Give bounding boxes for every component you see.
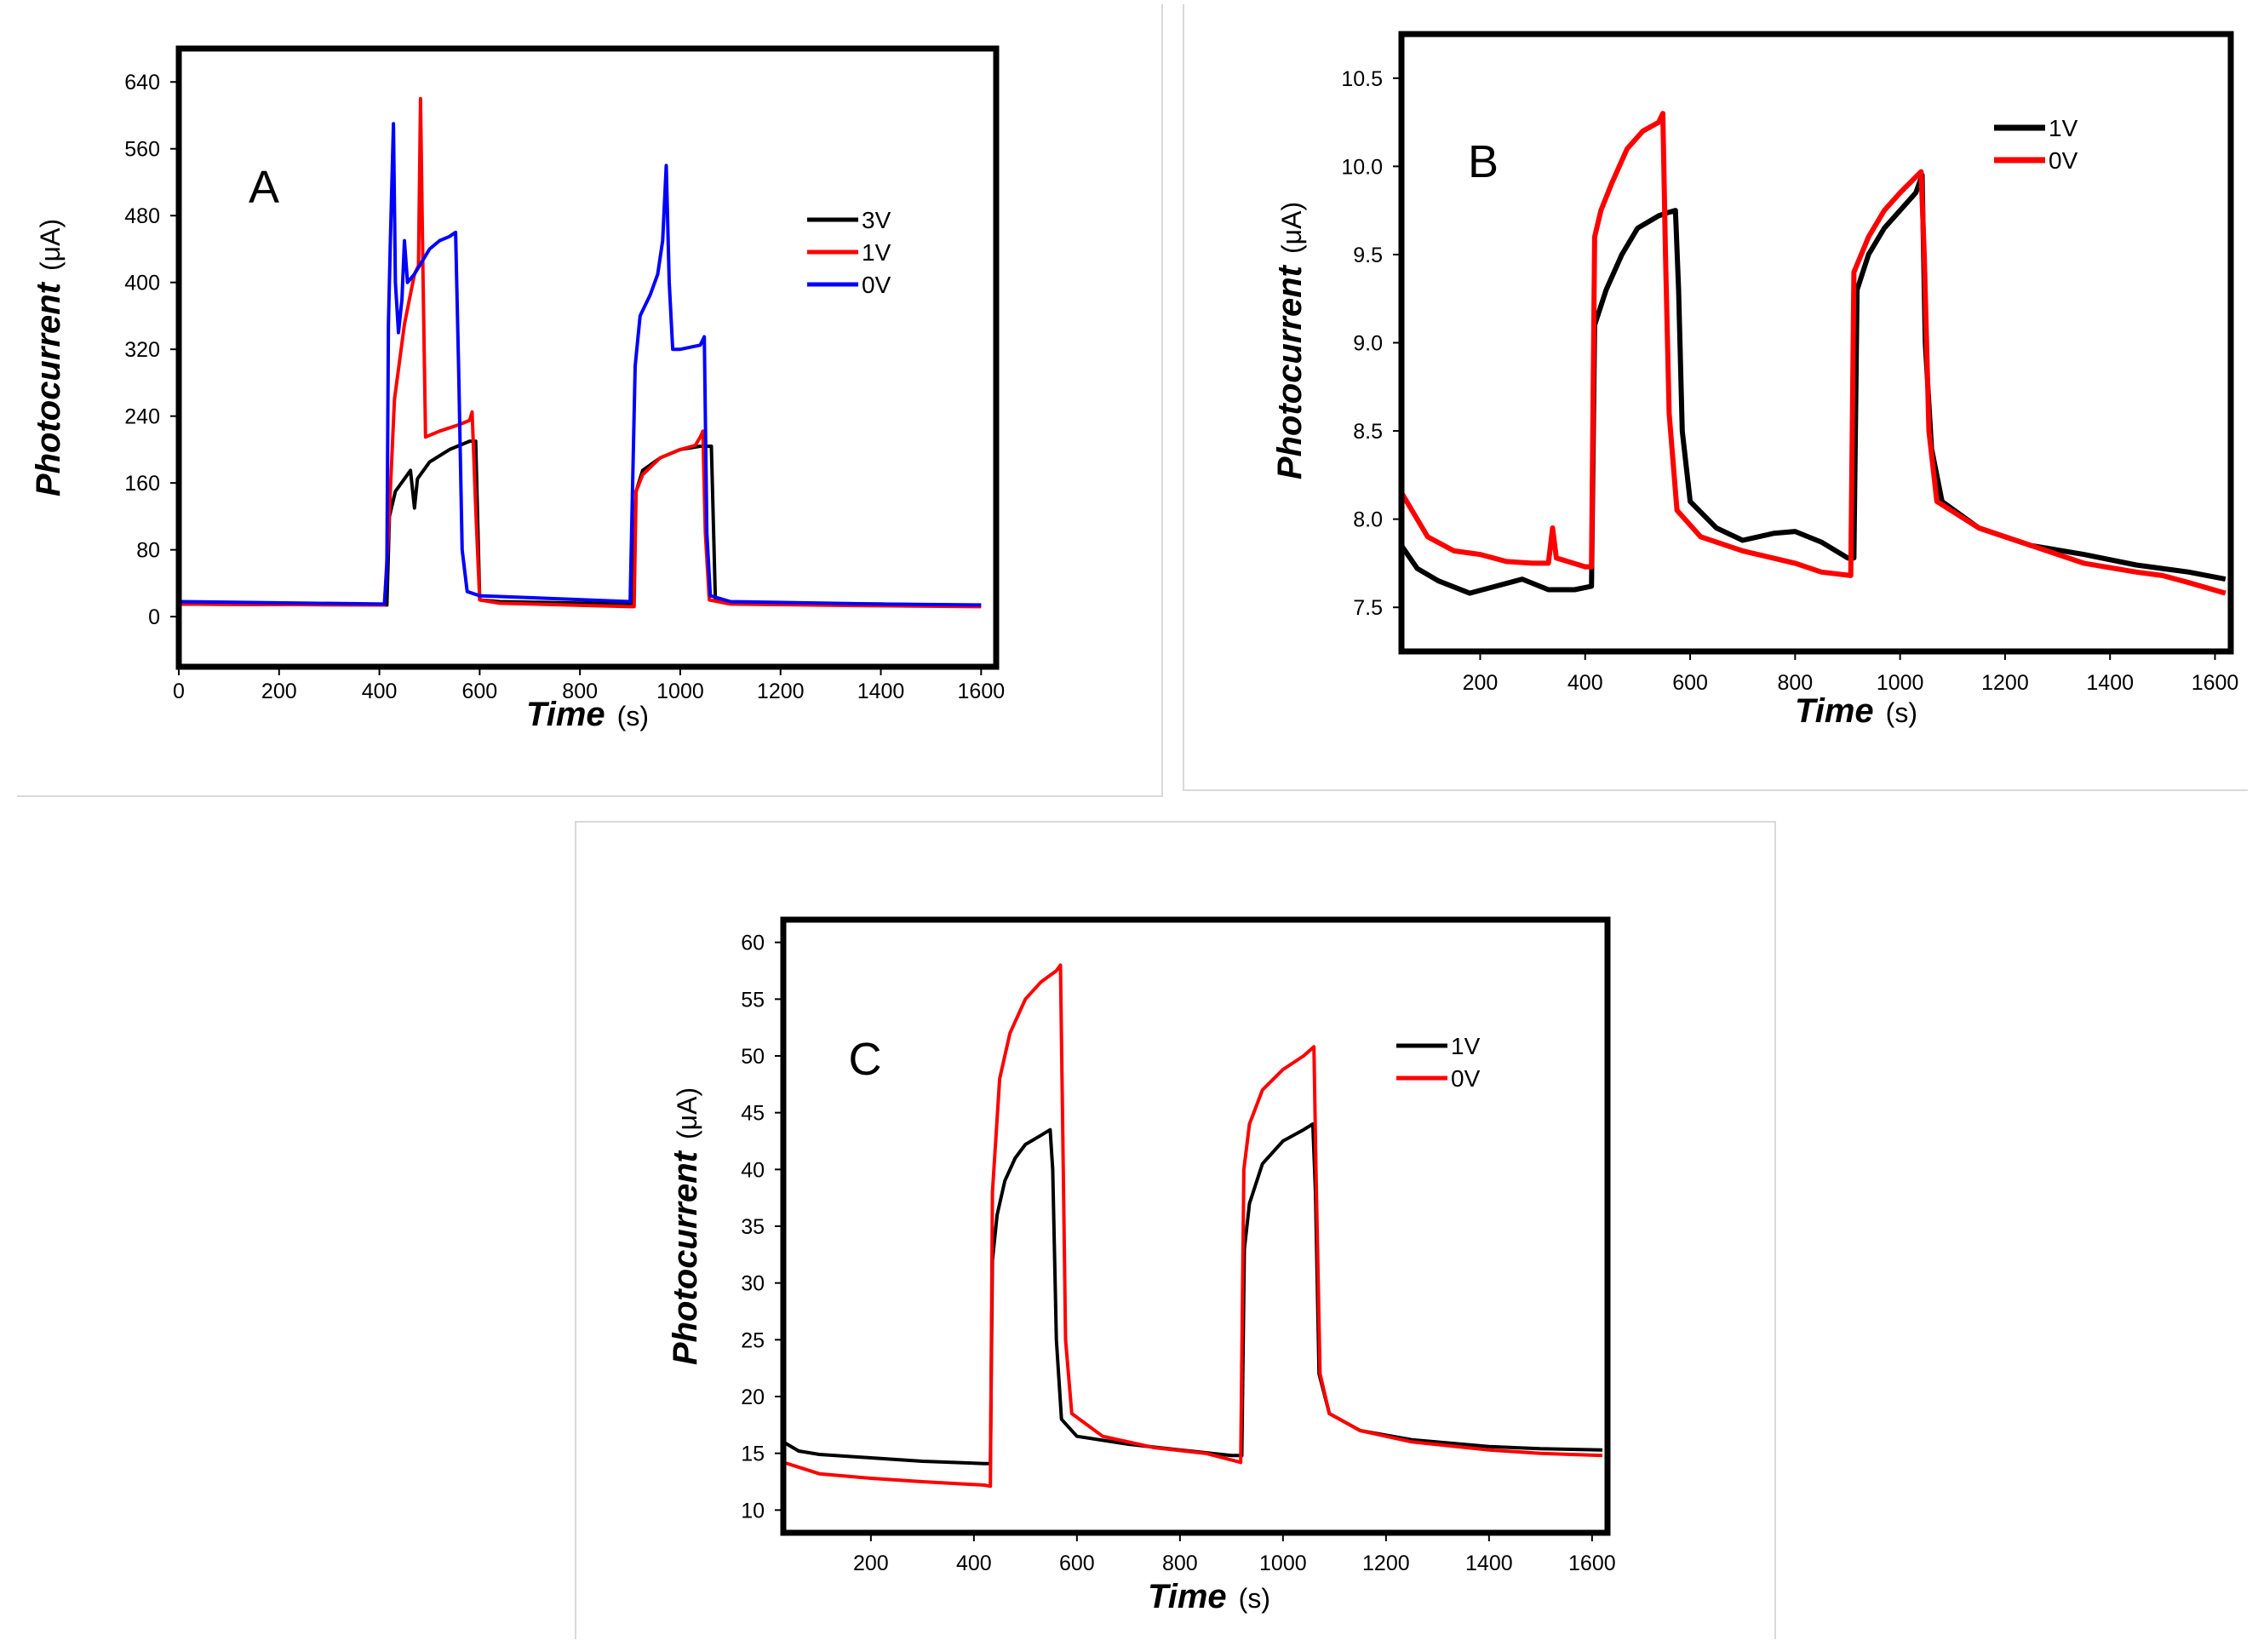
- x-axis-title: Time (s): [1795, 692, 1917, 730]
- x-tick-label: 1200: [757, 680, 805, 703]
- x-tick-label: 1400: [857, 680, 905, 703]
- plot-area-border: [780, 916, 1611, 1536]
- x-tick-label: 1200: [1981, 671, 2029, 695]
- x-axis-title: Time (s): [526, 696, 649, 733]
- y-tick-label: 10: [741, 1499, 765, 1523]
- y-tick-label: 10.5: [1341, 67, 1383, 91]
- panel-a: 0 200 400 600 800 1000 1200 1400 1600 0 80 160 240 32…: [30, 45, 1006, 733]
- y-tick-label: 25: [741, 1328, 765, 1352]
- x-tick-label: 1000: [1259, 1552, 1307, 1575]
- legend-entry: 1V: [1451, 1033, 1481, 1059]
- x-tick-label: 600: [1672, 671, 1708, 695]
- series-group: [783, 963, 1603, 1489]
- y-tick-label: 40: [741, 1158, 765, 1182]
- y-tick-label: 400: [124, 272, 160, 295]
- x-tick-label: 600: [1059, 1552, 1095, 1575]
- y-tick-label: 240: [124, 405, 160, 429]
- y-tick-label: 45: [741, 1102, 765, 1126]
- panel-label: C: [849, 1034, 882, 1085]
- y-tick-label: 7.5: [1353, 596, 1383, 620]
- x-tick-label: 600: [462, 680, 498, 703]
- x-tick-label: 1600: [1568, 1552, 1616, 1575]
- series-group: [179, 96, 982, 609]
- y-tick-label: 160: [124, 472, 160, 496]
- legend-entry: 0V: [2049, 147, 2078, 174]
- x-tick-label: 1200: [1362, 1552, 1410, 1575]
- panel-label: A: [249, 162, 279, 213]
- series-line-0v: [1401, 111, 2226, 596]
- panel-frames: [17, 4, 2248, 1639]
- y-tick-label: 60: [741, 932, 765, 955]
- frame-b: [1183, 4, 2248, 791]
- series-group: [1401, 111, 2226, 596]
- x-tick-label: 800: [562, 680, 598, 703]
- series-line-0v: [179, 122, 982, 607]
- y-tick-label: 8.0: [1353, 508, 1383, 532]
- panel-c: 200 400 600 800 1000 1200 1400 1600 10 15 20 25 30 35…: [667, 916, 1616, 1615]
- y-tick-label: 30: [741, 1272, 765, 1296]
- y-tick-label: 35: [741, 1215, 765, 1239]
- y-tick-label: 560: [124, 138, 160, 162]
- x-tick-label: 1400: [1465, 1552, 1513, 1575]
- y-axis-title: Photocurrent(μA): [1271, 202, 1309, 479]
- y-tick-label: 640: [124, 71, 160, 95]
- legend-entry: 3V: [862, 207, 891, 233]
- y-tick-label: 55: [741, 988, 765, 1012]
- frame-a: [17, 4, 1163, 797]
- y-tick-label: 15: [741, 1443, 765, 1466]
- x-tick-label: 200: [853, 1552, 889, 1575]
- y-tick-label: 320: [124, 338, 160, 362]
- plot-area-border: [1398, 31, 2234, 655]
- y-tick-label: 20: [741, 1385, 765, 1409]
- x-tick-label: 400: [362, 680, 398, 703]
- y-tick-label: 9.5: [1353, 244, 1383, 267]
- y-tick-label: 9.0: [1353, 332, 1383, 356]
- legend-entry: 1V: [2049, 115, 2078, 141]
- y-tick-label: 8.5: [1353, 420, 1383, 444]
- x-tick-label: 1400: [2086, 671, 2134, 695]
- x-tick-label: 400: [1567, 671, 1603, 695]
- panel-b: 200 400 600 800 1000 1200 1400 1600 7.5 8.0 8.5 9.0…: [1271, 31, 2239, 730]
- x-tick-label: 400: [956, 1552, 992, 1575]
- x-tick-label: 200: [261, 680, 297, 703]
- y-tick-label: 50: [741, 1045, 765, 1069]
- x-tick-label: 1600: [958, 680, 1006, 703]
- y-tick-label: 0: [148, 605, 160, 629]
- y-axis-title: Photocurrent(μA): [667, 1087, 704, 1365]
- y-tick-label: 10.0: [1341, 155, 1383, 179]
- frame-c: [575, 821, 1776, 1639]
- series-line-0v: [783, 963, 1603, 1489]
- x-tick-label: 200: [1463, 671, 1499, 695]
- y-tick-label: 480: [124, 204, 160, 228]
- x-tick-label: 0: [173, 680, 185, 703]
- panel-label: B: [1468, 136, 1499, 187]
- plot-area-border: [175, 45, 1000, 670]
- x-tick-label: 800: [1777, 671, 1813, 695]
- legend-entry: 0V: [1451, 1065, 1481, 1092]
- x-tick-label: 800: [1162, 1552, 1198, 1575]
- x-tick-label: 1000: [656, 680, 704, 703]
- legend-entry: 1V: [862, 239, 891, 266]
- x-tick-label: 1000: [1877, 671, 1924, 695]
- y-axis-title: Photocurrent(μA): [30, 219, 67, 496]
- legend-entry: 0V: [862, 272, 891, 298]
- x-axis-title: Time (s): [1148, 1578, 1270, 1615]
- y-tick-label: 80: [136, 539, 160, 563]
- x-tick-label: 1600: [2192, 671, 2239, 695]
